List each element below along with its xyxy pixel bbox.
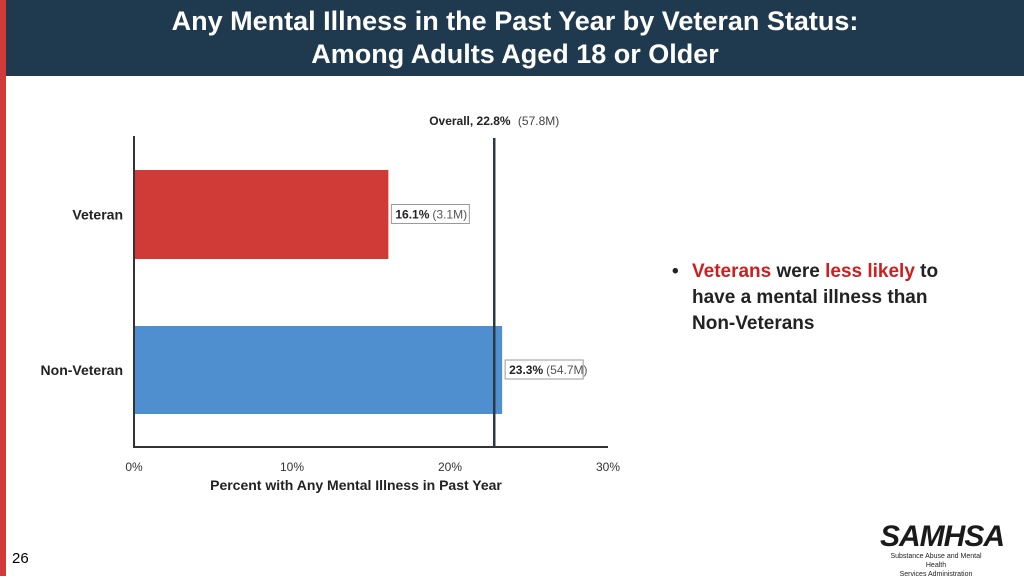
key-finding-text: Veterans were less likely to have a ment…	[692, 259, 972, 337]
x-tick-label: 10%	[280, 460, 304, 474]
slide-header: Any Mental Illness in the Past Year by V…	[6, 0, 1024, 76]
value-count-veteran: (3.1M)	[432, 208, 467, 222]
x-axis-title: Percent with Any Mental Illness in Past …	[210, 477, 502, 493]
value-count-non-veteran: (54.7M)	[546, 363, 587, 377]
highlight-veterans: Veterans	[692, 261, 772, 282]
value-percent-non-veteran: 23.3%	[509, 363, 543, 377]
samhsa-wordmark: SAMHSA	[880, 520, 1005, 553]
value-label-veteran: 16.1% (3.1M)	[395, 208, 467, 222]
samhsa-subtitle-line2: Services Administration	[899, 571, 973, 578]
left-accent-bar	[0, 0, 6, 576]
value-percent-veteran: 16.1%	[395, 208, 429, 222]
value-label-non-veteran: 23.3% (54.7M)	[509, 363, 587, 377]
samhsa-subtitle-line1: Substance Abuse and Mental Health	[890, 553, 982, 569]
overall-reference-value: Overall, 22.8%	[429, 114, 511, 128]
value-label-box-veteran	[390, 204, 470, 224]
key-finding-bullet: • Veterans were less likely to have a me…	[672, 259, 972, 337]
page-number: 26	[12, 550, 29, 567]
x-tick-label: 0%	[125, 460, 143, 474]
bar-non-veteran	[134, 326, 503, 414]
slide-title-line1: Any Mental Illness in the Past Year by V…	[171, 6, 859, 36]
bullet-text-part: were	[771, 261, 826, 282]
x-tick-label: 20%	[438, 460, 462, 474]
overall-reference-label: Overall, 22.8% (57.8M)	[429, 114, 559, 128]
bar-veteran	[134, 170, 389, 259]
slide-title-line2: Among Adults Aged 18 or Older	[311, 39, 719, 69]
overall-reference-count: (57.8M)	[518, 114, 559, 128]
highlight-less-likely: less likely	[825, 261, 915, 282]
value-label-box-non-veteran	[504, 359, 584, 380]
bullet-text-part-end: to have a mental illness than Non-Vetera…	[692, 261, 939, 334]
x-tick-label: 30%	[596, 460, 620, 474]
category-label-non-veteran: Non-Veteran	[41, 362, 123, 378]
samhsa-logo: SAMHSA Substance Abuse and Mental Health…	[880, 520, 1005, 579]
category-label-veteran: Veteran	[72, 207, 123, 223]
bullet-dot: •	[672, 261, 679, 282]
